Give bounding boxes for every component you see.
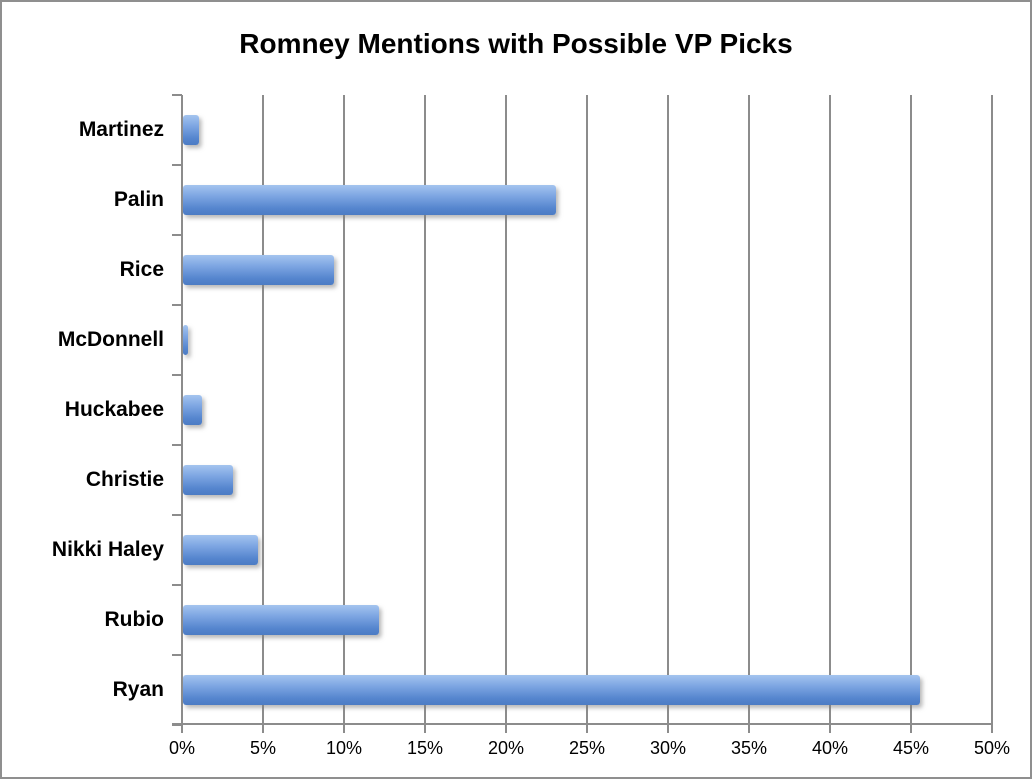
y-axis-tick [172, 444, 182, 446]
y-axis-tick [172, 724, 182, 726]
x-tick-label-0pct: 0% [168, 738, 195, 758]
bar-mcdonnell [183, 325, 188, 355]
bar-ryan [183, 675, 921, 705]
y-axis-line [181, 95, 183, 733]
category-label-martinez: Martinez [78, 118, 164, 141]
y-axis-tick [172, 164, 182, 166]
y-axis-tick [172, 94, 182, 96]
y-axis-tick [172, 654, 182, 656]
y-axis-tick [172, 304, 182, 306]
bar-martinez [183, 115, 200, 145]
y-axis-tick [172, 374, 182, 376]
x-tick-label-50pct: 50% [973, 738, 1011, 758]
gridline-50% [991, 95, 993, 733]
bar-palin [183, 185, 556, 215]
category-label-mcdonnell: McDonnell [57, 328, 164, 351]
gridline-30% [667, 95, 669, 733]
plot-area [172, 94, 993, 733]
category-label-nikki-haley: Nikki Haley [51, 538, 164, 561]
category-label-rice: Rice [119, 258, 164, 281]
category-label-palin: Palin [113, 188, 164, 211]
x-axis-line [172, 723, 993, 725]
bar-rubio [183, 605, 380, 635]
gridline-35% [748, 95, 750, 733]
bar-christie [183, 465, 234, 495]
x-tick-label-25pct: 25% [568, 738, 606, 758]
x-tick-label-30pct: 30% [649, 738, 687, 758]
chart-title: Romney Mentions with Possible VP Picks [239, 28, 793, 59]
gridline-40% [829, 95, 831, 733]
y-axis-tick [172, 234, 182, 236]
bar-nikki-haley [183, 535, 258, 565]
x-tick-label-45pct: 45% [892, 738, 930, 758]
x-tick-label-10pct: 10% [325, 738, 363, 758]
y-axis-tick [172, 514, 182, 516]
gridline-15% [424, 95, 426, 733]
gridline-45% [910, 95, 912, 733]
y-axis-tick [172, 584, 182, 586]
bar-rice [183, 255, 334, 285]
x-tick-label-40pct: 40% [811, 738, 849, 758]
gridline-10% [343, 95, 345, 733]
gridline-20% [505, 95, 507, 733]
x-tick-label-20pct: 20% [487, 738, 525, 758]
gridline-25% [586, 95, 588, 733]
x-tick-label-15pct: 15% [406, 738, 444, 758]
category-label-huckabee: Huckabee [64, 398, 164, 421]
gridline-5% [262, 95, 264, 733]
bar-huckabee [183, 395, 203, 425]
x-tick-label-5pct: 5% [249, 738, 276, 758]
x-tick-label-35pct: 35% [730, 738, 768, 758]
category-label-rubio: Rubio [104, 608, 164, 631]
category-label-christie: Christie [85, 468, 164, 491]
category-label-ryan: Ryan [112, 678, 164, 701]
